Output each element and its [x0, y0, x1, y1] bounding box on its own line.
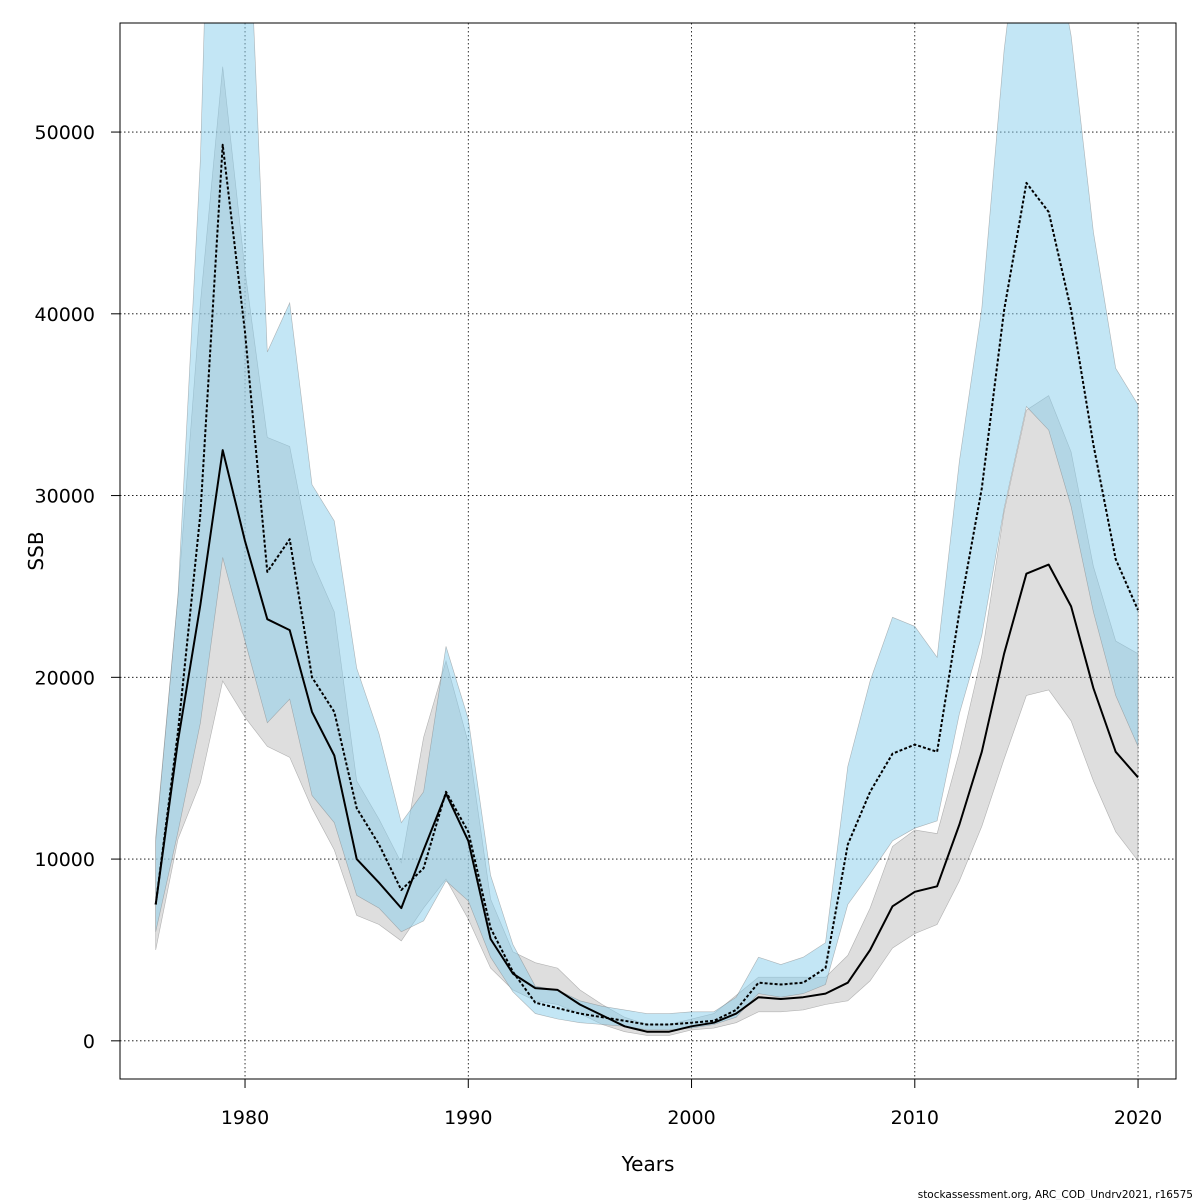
x-tick-label: 2020: [1114, 1107, 1162, 1129]
x-tick-label: 2010: [891, 1107, 939, 1129]
y-tick-label: 30000: [35, 486, 95, 508]
y-axis: 0 10000 20000 30000 40000 50000: [35, 122, 120, 1053]
y-tick-label: 20000: [35, 667, 95, 689]
x-tick-label: 1990: [444, 1107, 492, 1129]
x-axis-title: Years: [621, 1152, 675, 1176]
y-axis-title: SSB: [24, 531, 48, 570]
blue-confidence-band: [155, 23, 1139, 1031]
dotted-estimate-line: [154, 143, 1139, 1026]
y-tick-label: 10000: [35, 849, 95, 871]
confidence-bands: [155, 23, 1139, 1036]
solid-estimate-line: [154, 449, 1139, 1033]
plot-frame: [119, 22, 1177, 1080]
x-axis: 1980 1990 2000 2010 2020: [221, 1079, 1162, 1129]
series-lines: [154, 143, 1139, 1033]
x-tick-label: 1980: [221, 1107, 269, 1129]
y-tick-label: 0: [83, 1031, 95, 1053]
x-tick-label: 2000: [667, 1107, 715, 1129]
y-tick-label: 50000: [35, 122, 95, 144]
y-tick-label: 40000: [35, 304, 95, 326]
credit-text: stockassessment.org, ARC_COD_Undrv2021, …: [918, 1189, 1193, 1200]
